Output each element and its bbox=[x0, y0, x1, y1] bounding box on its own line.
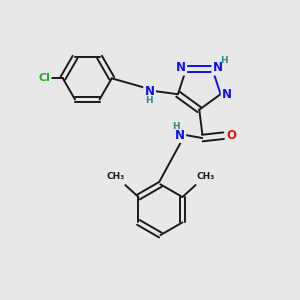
Text: CH₃: CH₃ bbox=[196, 172, 215, 181]
Text: Cl: Cl bbox=[38, 73, 50, 83]
Text: H: H bbox=[145, 96, 152, 105]
Text: N: N bbox=[176, 61, 186, 74]
Text: N: N bbox=[175, 129, 185, 142]
Text: N: N bbox=[145, 85, 154, 98]
Text: N: N bbox=[213, 61, 223, 74]
Text: H: H bbox=[172, 122, 180, 131]
Text: CH₃: CH₃ bbox=[106, 172, 124, 181]
Text: N: N bbox=[222, 88, 232, 101]
Text: H: H bbox=[220, 56, 228, 65]
Text: O: O bbox=[226, 129, 236, 142]
